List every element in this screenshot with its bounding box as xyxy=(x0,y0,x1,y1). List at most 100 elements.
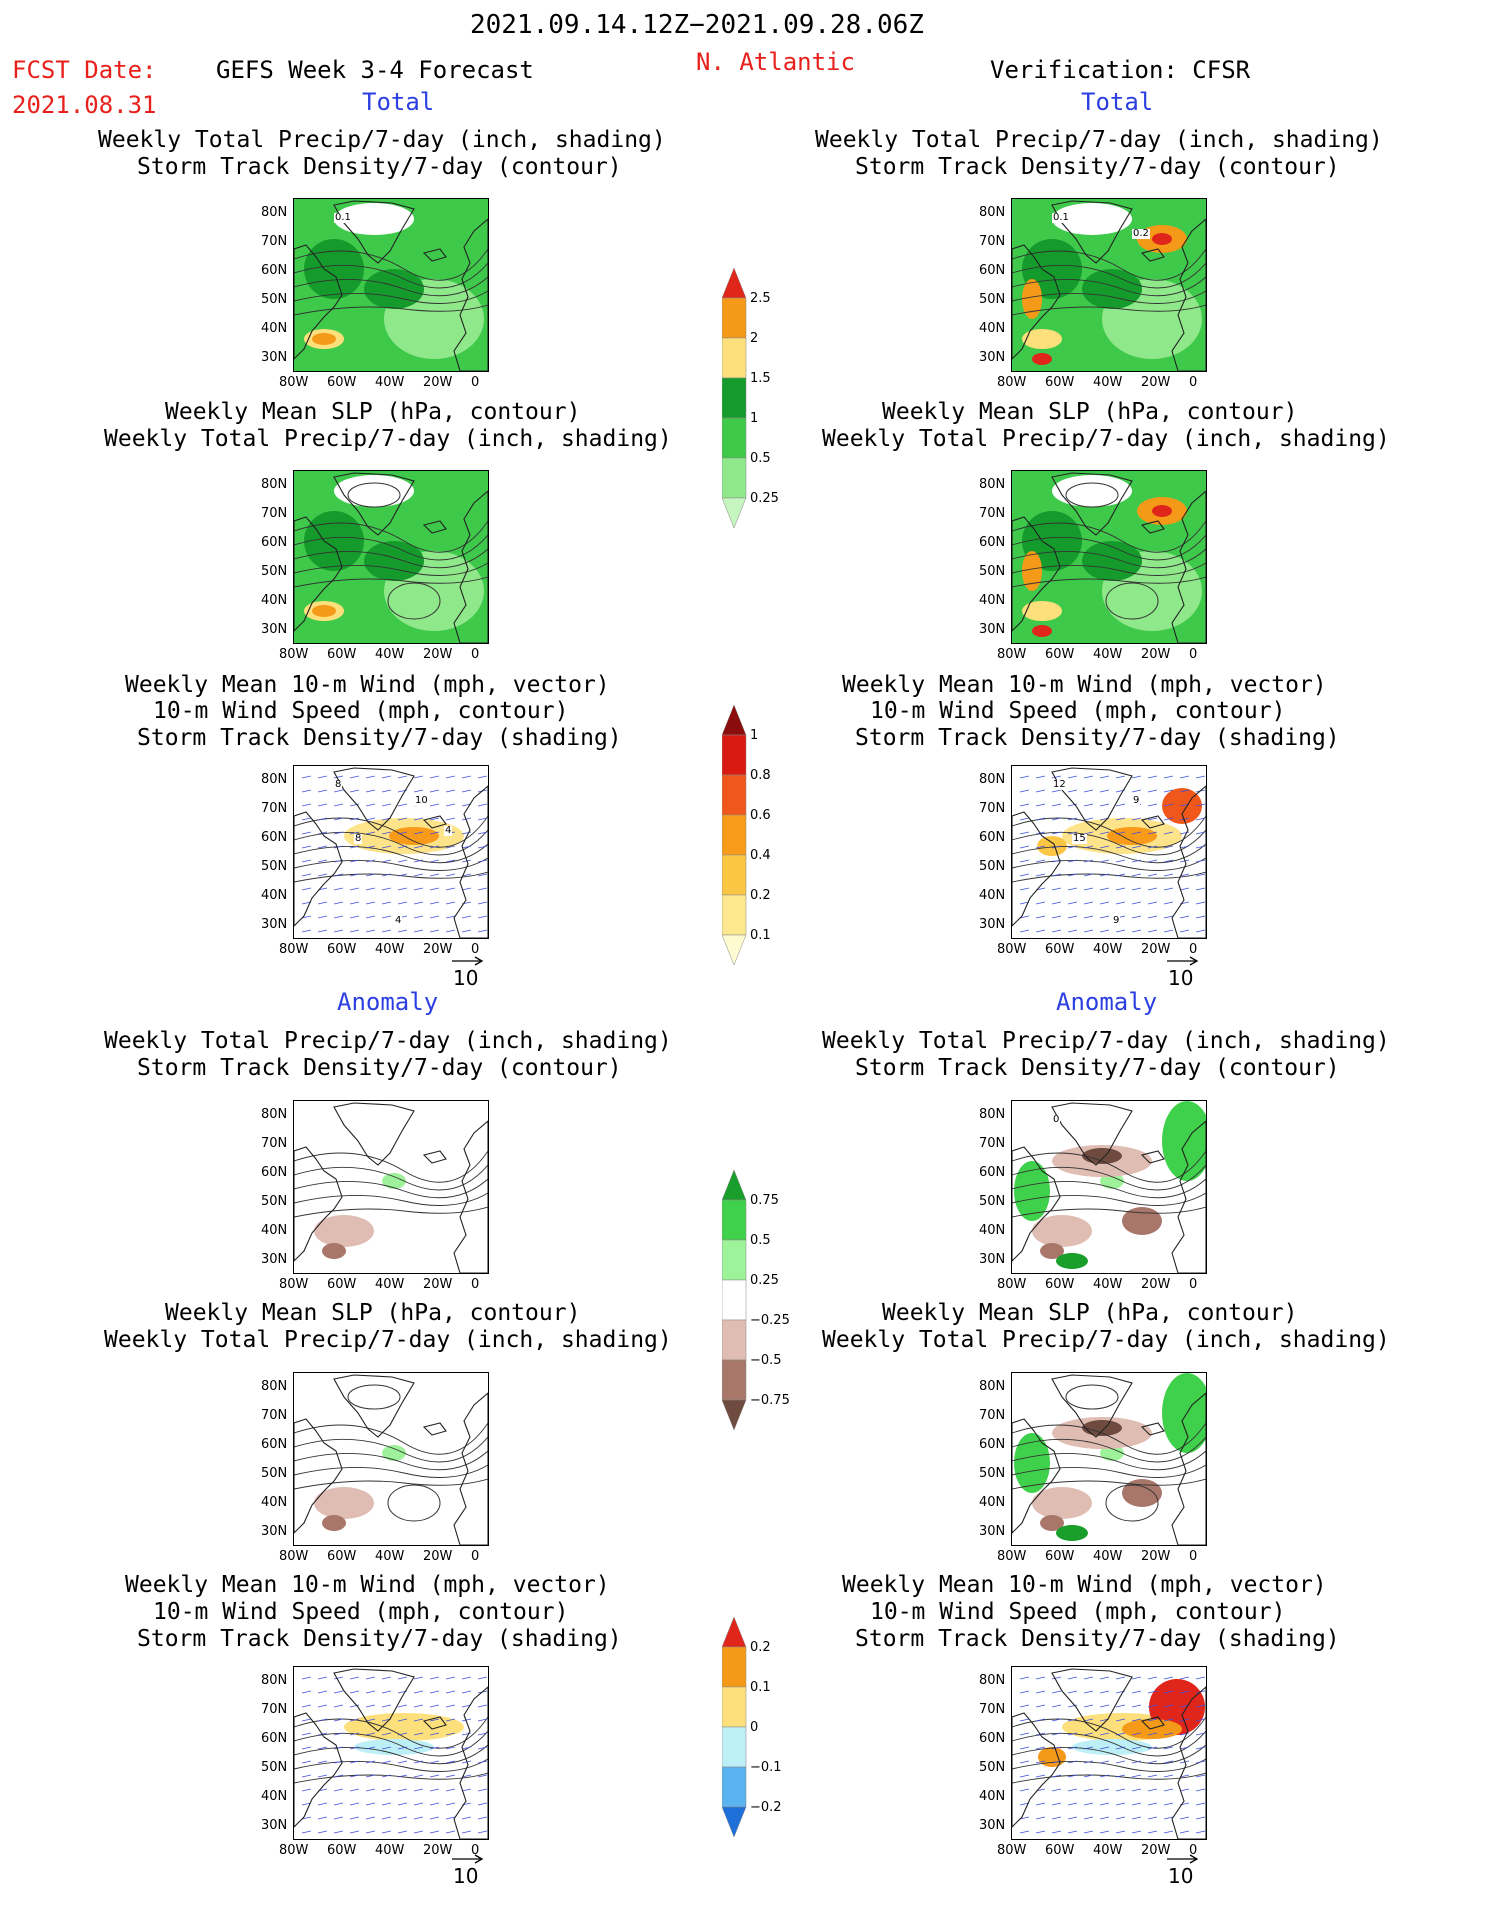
lat-tick: 40N xyxy=(261,1789,288,1804)
lon-tick: 20W xyxy=(423,375,453,390)
lon-tick: 40W xyxy=(1093,1277,1123,1292)
contour-label: 0 xyxy=(1052,1114,1061,1125)
lat-tick: 70N xyxy=(261,1136,288,1151)
colorbar-label: 1 xyxy=(750,411,759,426)
lat-tick: 40N xyxy=(979,888,1006,903)
lat-tick: 70N xyxy=(261,506,288,521)
contour-label: 10 xyxy=(414,795,429,806)
lon-tick: 80W xyxy=(997,1277,1027,1292)
title-obs-wind-3: Storm Track Density/7-day (shading) xyxy=(855,725,1340,751)
contour-label: 4 xyxy=(444,825,453,836)
period-title: 2021.09.14.12Z−2021.09.28.06Z xyxy=(470,10,924,40)
colorbar-label: 0.1 xyxy=(750,928,771,943)
lon-tick: 80W xyxy=(997,375,1027,390)
colorbar-label: 1 xyxy=(750,728,759,743)
lat-tick: 70N xyxy=(261,234,288,249)
map-fc-precip-anom xyxy=(293,1100,489,1274)
lat-tick: 40N xyxy=(979,1789,1006,1804)
vector-ref-label: 10 xyxy=(453,1864,479,1888)
lat-tick: 70N xyxy=(979,506,1006,521)
title-obs-slp-2: Weekly Total Precip/7-day (inch, shading… xyxy=(822,426,1390,452)
title-fc-precip-2: Storm Track Density/7-day (contour) xyxy=(137,154,622,180)
lon-tick: 60W xyxy=(327,375,357,390)
section-anomaly-left: Anomaly xyxy=(337,988,439,1016)
title-obs-precip-1: Weekly Total Precip/7-day (inch, shading… xyxy=(815,127,1383,153)
colorbar-label: −0.1 xyxy=(750,1760,782,1775)
map-fc-slp-anom xyxy=(293,1372,489,1546)
lon-tick: 0 xyxy=(1189,1277,1198,1292)
title-fca-wind-2: 10-m Wind Speed (mph, contour) xyxy=(153,1599,569,1625)
title-fca-wind-1: Weekly Mean 10-m Wind (mph, vector) xyxy=(125,1572,610,1598)
title-fc-wind-2: 10-m Wind Speed (mph, contour) xyxy=(153,698,569,724)
colorbar-label: 0.25 xyxy=(750,491,779,506)
title-fca-slp-2: Weekly Total Precip/7-day (inch, shading… xyxy=(104,1327,672,1353)
lat-tick: 50N xyxy=(261,859,288,874)
title-obsa-slp-1: Weekly Mean SLP (hPa, contour) xyxy=(882,1300,1298,1326)
lat-tick: 70N xyxy=(979,1408,1006,1423)
lat-tick: 50N xyxy=(979,1466,1006,1481)
lon-tick: 60W xyxy=(1045,1549,1075,1564)
lat-tick: 60N xyxy=(979,1437,1006,1452)
lon-tick: 20W xyxy=(1141,375,1171,390)
lon-tick: 20W xyxy=(423,1277,453,1292)
colorbar-label: 1.5 xyxy=(750,371,771,386)
lon-tick: 20W xyxy=(1141,647,1171,662)
lat-tick: 80N xyxy=(979,1107,1006,1122)
lon-tick: 80W xyxy=(279,647,309,662)
lon-tick: 20W xyxy=(423,1843,453,1858)
lat-tick: 80N xyxy=(261,1673,288,1688)
lon-tick: 0 xyxy=(1189,647,1198,662)
lat-tick: 30N xyxy=(261,622,288,637)
lat-tick: 60N xyxy=(979,263,1006,278)
contour-label: 8 xyxy=(354,833,363,844)
lat-tick: 40N xyxy=(261,593,288,608)
lon-tick: 40W xyxy=(1093,1843,1123,1858)
title-fc-slp-2: Weekly Total Precip/7-day (inch, shading… xyxy=(104,426,672,452)
contour-label: 0.1 xyxy=(1052,212,1070,223)
lat-tick: 30N xyxy=(261,1252,288,1267)
map-obs-wind-anom xyxy=(1011,1666,1207,1840)
title-obsa-wind-1: Weekly Mean 10-m Wind (mph, vector) xyxy=(842,1572,1327,1598)
contour-label: 15 xyxy=(1072,833,1087,844)
lat-tick: 70N xyxy=(979,1702,1006,1717)
lat-tick: 60N xyxy=(261,535,288,550)
title-fca-slp-1: Weekly Mean SLP (hPa, contour) xyxy=(165,1300,581,1326)
lon-tick: 0 xyxy=(471,375,480,390)
lon-tick: 0 xyxy=(1189,375,1198,390)
lat-tick: 70N xyxy=(979,1136,1006,1151)
contour-label: 4 xyxy=(394,915,403,926)
lon-tick: 80W xyxy=(279,942,309,957)
lon-tick: 60W xyxy=(1045,1277,1075,1292)
colorbar-label: 0.5 xyxy=(750,451,771,466)
lat-tick: 80N xyxy=(261,477,288,492)
colorbar-precip_anom: 0.75 0.5 0.25 −0.25 −0.5 −0.75 xyxy=(721,1169,790,1514)
title-fc-precip-1: Weekly Total Precip/7-day (inch, shading… xyxy=(98,127,666,153)
lon-tick: 80W xyxy=(997,1549,1027,1564)
lat-tick: 30N xyxy=(261,917,288,932)
lat-tick: 80N xyxy=(979,1673,1006,1688)
lat-tick: 40N xyxy=(979,1223,1006,1238)
lon-tick: 60W xyxy=(1045,375,1075,390)
lat-tick: 40N xyxy=(261,888,288,903)
lat-tick: 50N xyxy=(979,292,1006,307)
lon-tick: 80W xyxy=(997,942,1027,957)
contour-label: 8 xyxy=(334,779,343,790)
lon-tick: 20W xyxy=(1141,1549,1171,1564)
section-total-right: Total xyxy=(1081,88,1154,116)
lat-tick: 60N xyxy=(979,1731,1006,1746)
map-fc-precip-total: 0.1 xyxy=(293,198,489,372)
lon-tick: 80W xyxy=(279,375,309,390)
lon-tick: 40W xyxy=(1093,647,1123,662)
lon-tick: 0 xyxy=(471,647,480,662)
map-obs-wind-total: 12 9 15 9 xyxy=(1011,765,1207,939)
lon-tick: 20W xyxy=(423,1549,453,1564)
map-obs-precip-total: 0.1 0.2 xyxy=(1011,198,1207,372)
colorbar-label: 2 xyxy=(750,331,759,346)
map-fc-wind-anom xyxy=(293,1666,489,1840)
lat-tick: 30N xyxy=(261,1818,288,1833)
lat-tick: 50N xyxy=(261,1466,288,1481)
lat-tick: 60N xyxy=(261,1437,288,1452)
colorbar-label: 0.25 xyxy=(750,1273,779,1288)
contour-label: 9 xyxy=(1112,915,1121,926)
colorbar-label: −0.5 xyxy=(750,1353,782,1368)
